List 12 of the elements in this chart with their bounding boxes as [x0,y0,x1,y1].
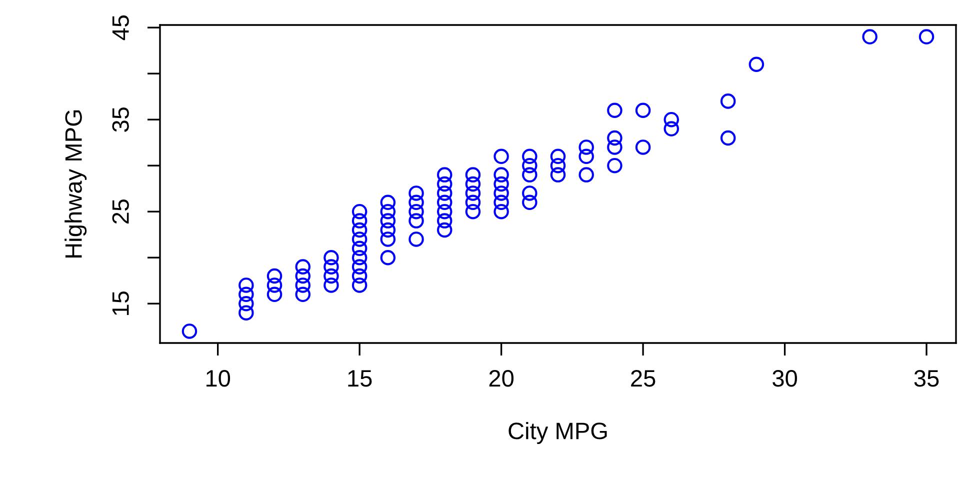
y-tick-label: 45 [112,15,129,40]
x-tick-label: 15 [348,370,372,387]
x-tick-label: 35 [914,370,939,387]
y-tick-label: 25 [112,199,129,224]
x-axis-title: City MPG [508,422,607,444]
x-tick-label: 25 [631,370,656,387]
x-tick-label: 20 [489,370,514,387]
y-tick-label: 15 [112,291,129,315]
y-axis-title: Highway MPG [64,110,87,258]
x-tick-label: 10 [206,370,230,387]
y-tick-label: 35 [112,107,129,132]
x-tick-label: 30 [772,370,797,387]
